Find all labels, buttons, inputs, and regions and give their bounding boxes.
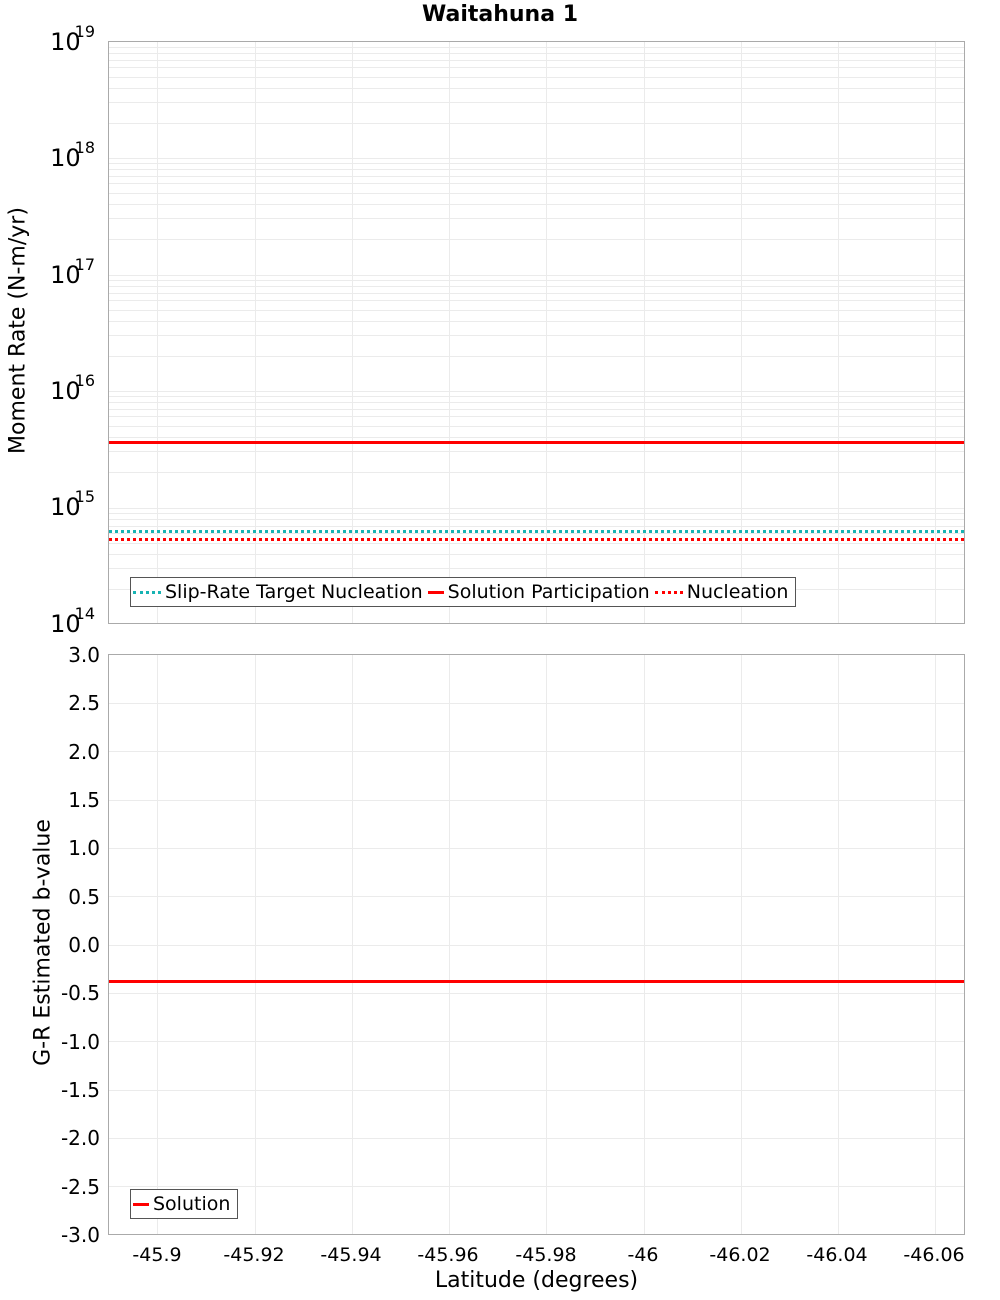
xtick: -45.96 [417, 1244, 479, 1266]
bottom-legend: Solution [130, 1189, 239, 1219]
legend-item-slip-rate-target: Slip-Rate Target Nucleation [133, 581, 423, 603]
legend-item-nucleation: Nucleation [654, 581, 788, 603]
bottom-ytick: -1.5 [60, 1078, 100, 1102]
xtick: -45.92 [223, 1244, 285, 1266]
bottom-ytick: -2.0 [60, 1126, 100, 1150]
xtick: -45.9 [132, 1244, 182, 1266]
bottom-ytick: 2.5 [68, 691, 100, 715]
xtick: -46.06 [903, 1244, 965, 1266]
solid-line-icon [427, 590, 444, 594]
solid-line-icon [133, 1202, 149, 1206]
series-nucleation [109, 538, 964, 541]
dotted-line-icon [133, 590, 161, 594]
top-ytick: 1015 [50, 487, 95, 521]
xtick: -46 [627, 1244, 659, 1266]
bottom-ytick: 0.5 [68, 885, 100, 909]
top-ytick: 1019 [50, 22, 95, 56]
moment-rate-plot: Slip-Rate Target Nucleation Solution Par… [108, 41, 965, 624]
top-y-axis-label: Moment Rate (N-m/yr) [5, 207, 31, 454]
top-ytick: 1017 [50, 255, 95, 289]
xtick: -45.94 [320, 1244, 382, 1266]
x-axis-label: Latitude (degrees) [434, 1268, 639, 1293]
chart-title: Waitahuna 1 [421, 2, 579, 27]
top-ytick: 1016 [50, 371, 95, 405]
b-value-plot: Solution [108, 654, 965, 1235]
bottom-ytick: -3.0 [60, 1223, 100, 1247]
bottom-ytick: -1.0 [60, 1030, 100, 1054]
top-legend: Slip-Rate Target Nucleation Solution Par… [130, 577, 797, 607]
xtick: -46.02 [709, 1244, 771, 1266]
bottom-ytick: 3.0 [68, 643, 100, 667]
dotted-line-icon [654, 590, 683, 594]
bottom-ytick: 2.0 [68, 740, 100, 764]
series-solution [109, 980, 964, 983]
series-slip-rate-target-nucleation [109, 530, 964, 533]
legend-item-solution: Solution [133, 1193, 230, 1215]
bottom-ytick: 1.5 [68, 788, 100, 812]
bottom-ytick: 0.0 [68, 933, 100, 957]
xtick: -45.98 [515, 1244, 577, 1266]
xtick: -46.04 [806, 1244, 868, 1266]
bottom-ytick: 1.0 [68, 836, 100, 860]
top-ytick: 1018 [50, 138, 95, 172]
bottom-ytick: -2.5 [60, 1175, 100, 1199]
legend-item-solution-participation: Solution Participation [427, 581, 650, 603]
bottom-ytick: -0.5 [60, 981, 100, 1005]
top-ytick: 1014 [50, 604, 95, 638]
series-solution-participation [109, 441, 964, 444]
